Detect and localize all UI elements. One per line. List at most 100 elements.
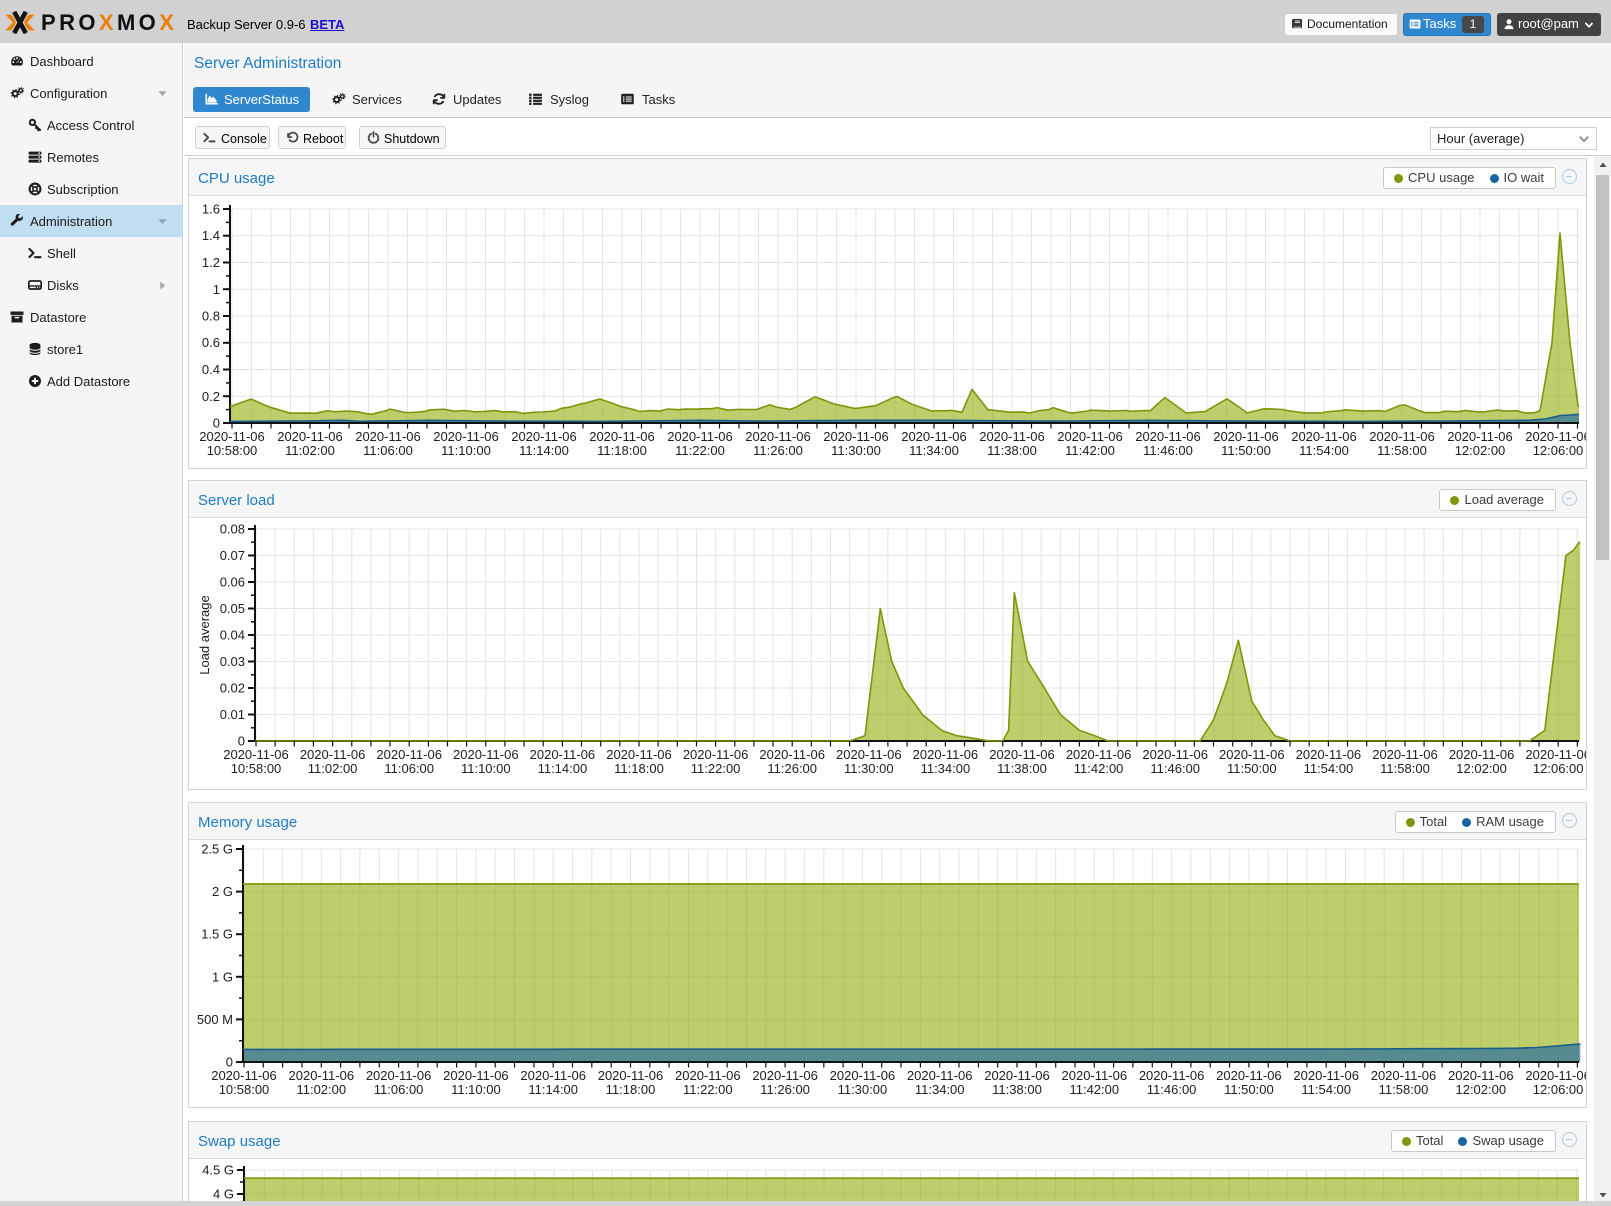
svg-text:11:14:00: 11:14:00	[528, 1082, 578, 1097]
svg-text:11:58:00: 11:58:00	[1379, 1082, 1429, 1097]
svg-text:2020-11-06: 2020-11-06	[683, 747, 749, 762]
svg-text:2020-11-06: 2020-11-06	[836, 747, 902, 762]
svg-text:11:26:00: 11:26:00	[753, 443, 803, 458]
svg-text:2020-11-06: 2020-11-06	[1291, 429, 1357, 444]
svg-text:11:42:00: 11:42:00	[1069, 1082, 1119, 1097]
svg-text:2020-11-06: 2020-11-06	[907, 1068, 973, 1083]
svg-text:11:26:00: 11:26:00	[767, 761, 817, 776]
svg-text:10:58:00: 10:58:00	[207, 443, 258, 458]
svg-text:2020-11-06: 2020-11-06	[1525, 1068, 1586, 1083]
svg-text:2020-11-06: 2020-11-06	[913, 747, 979, 762]
svg-text:2020-11-06: 2020-11-06	[1525, 747, 1586, 762]
svg-text:11:06:00: 11:06:00	[374, 1082, 424, 1097]
svg-text:11:54:00: 11:54:00	[1301, 1082, 1351, 1097]
svg-text:2020-11-06: 2020-11-06	[759, 747, 825, 762]
svg-text:11:18:00: 11:18:00	[614, 761, 664, 776]
svg-text:2.5 G: 2.5 G	[201, 842, 233, 857]
svg-text:2020-11-06: 2020-11-06	[530, 747, 596, 762]
svg-text:2020-11-06: 2020-11-06	[1213, 429, 1279, 444]
svg-text:2020-11-06: 2020-11-06	[1293, 1068, 1359, 1083]
svg-text:2020-11-06: 2020-11-06	[606, 747, 672, 762]
svg-text:2020-11-06: 2020-11-06	[1525, 429, 1586, 444]
svg-text:2020-11-06: 2020-11-06	[376, 747, 442, 762]
svg-text:2020-11-06: 2020-11-06	[199, 429, 265, 444]
svg-text:11:54:00: 11:54:00	[1304, 761, 1354, 776]
svg-text:10:58:00: 10:58:00	[231, 761, 282, 776]
svg-text:2020-11-06: 2020-11-06	[1062, 1068, 1128, 1083]
svg-text:11:26:00: 11:26:00	[760, 1082, 810, 1097]
svg-text:11:02:00: 11:02:00	[285, 443, 335, 458]
svg-text:11:30:00: 11:30:00	[831, 443, 881, 458]
svg-text:11:14:00: 11:14:00	[519, 443, 569, 458]
svg-text:11:42:00: 11:42:00	[1065, 443, 1115, 458]
svg-text:1.2: 1.2	[202, 255, 220, 270]
svg-text:2020-11-06: 2020-11-06	[277, 429, 343, 444]
svg-text:11:18:00: 11:18:00	[597, 443, 647, 458]
svg-text:1.4: 1.4	[202, 228, 220, 243]
svg-text:11:06:00: 11:06:00	[363, 443, 413, 458]
svg-text:0.07: 0.07	[220, 548, 245, 563]
svg-text:2020-11-06: 2020-11-06	[1219, 747, 1285, 762]
svg-text:2020-11-06: 2020-11-06	[355, 429, 421, 444]
svg-text:0.8: 0.8	[202, 309, 220, 324]
svg-text:11:42:00: 11:42:00	[1074, 761, 1124, 776]
svg-text:11:18:00: 11:18:00	[606, 1082, 656, 1097]
svg-text:2020-11-06: 2020-11-06	[1057, 429, 1123, 444]
svg-text:2020-11-06: 2020-11-06	[289, 1068, 355, 1083]
svg-text:11:50:00: 11:50:00	[1227, 761, 1277, 776]
svg-text:11:06:00: 11:06:00	[384, 761, 434, 776]
svg-text:11:30:00: 11:30:00	[844, 761, 894, 776]
svg-text:1: 1	[213, 282, 220, 297]
svg-text:0.03: 0.03	[220, 654, 245, 669]
svg-text:0: 0	[238, 734, 245, 749]
svg-text:12:02:00: 12:02:00	[1455, 443, 1506, 458]
svg-text:11:50:00: 11:50:00	[1221, 443, 1271, 458]
svg-text:2020-11-06: 2020-11-06	[1296, 747, 1362, 762]
svg-text:11:22:00: 11:22:00	[675, 443, 725, 458]
svg-text:2020-11-06: 2020-11-06	[366, 1068, 432, 1083]
svg-text:11:38:00: 11:38:00	[992, 1082, 1042, 1097]
svg-text:11:34:00: 11:34:00	[921, 761, 971, 776]
svg-text:11:14:00: 11:14:00	[538, 761, 588, 776]
svg-text:500 M: 500 M	[197, 1012, 233, 1027]
svg-text:11:38:00: 11:38:00	[987, 443, 1037, 458]
svg-text:11:10:00: 11:10:00	[441, 443, 491, 458]
svg-text:12:06:00: 12:06:00	[1533, 1082, 1584, 1097]
svg-text:2020-11-06: 2020-11-06	[1448, 1068, 1514, 1083]
svg-text:2020-11-06: 2020-11-06	[300, 747, 366, 762]
svg-text:11:46:00: 11:46:00	[1143, 443, 1193, 458]
svg-text:12:02:00: 12:02:00	[1455, 1082, 1506, 1097]
svg-text:2020-11-06: 2020-11-06	[598, 1068, 664, 1083]
svg-text:0.02: 0.02	[220, 681, 245, 696]
svg-text:0: 0	[226, 1055, 233, 1070]
svg-text:11:38:00: 11:38:00	[997, 761, 1047, 776]
svg-text:11:50:00: 11:50:00	[1224, 1082, 1274, 1097]
svg-text:11:02:00: 11:02:00	[296, 1082, 346, 1097]
svg-text:2020-11-06: 2020-11-06	[1066, 747, 1132, 762]
svg-text:2020-11-06: 2020-11-06	[211, 1068, 277, 1083]
svg-text:2020-11-06: 2020-11-06	[752, 1068, 818, 1083]
svg-text:0.01: 0.01	[220, 707, 245, 722]
svg-text:2020-11-06: 2020-11-06	[989, 747, 1055, 762]
svg-text:2020-11-06: 2020-11-06	[979, 429, 1045, 444]
svg-text:2020-11-06: 2020-11-06	[453, 747, 519, 762]
svg-text:2020-11-06: 2020-11-06	[511, 429, 577, 444]
svg-text:1.6: 1.6	[202, 202, 220, 217]
svg-text:2020-11-06: 2020-11-06	[433, 429, 499, 444]
svg-text:0: 0	[213, 416, 220, 431]
svg-text:2020-11-06: 2020-11-06	[1449, 747, 1515, 762]
svg-text:12:06:00: 12:06:00	[1533, 761, 1584, 776]
svg-text:2020-11-06: 2020-11-06	[823, 429, 889, 444]
svg-text:0.06: 0.06	[220, 575, 245, 590]
svg-text:0.6: 0.6	[202, 335, 220, 350]
svg-text:11:10:00: 11:10:00	[461, 761, 511, 776]
svg-text:11:10:00: 11:10:00	[451, 1082, 501, 1097]
svg-text:11:34:00: 11:34:00	[909, 443, 959, 458]
svg-text:11:02:00: 11:02:00	[308, 761, 358, 776]
svg-text:2020-11-06: 2020-11-06	[667, 429, 733, 444]
svg-text:2020-11-06: 2020-11-06	[901, 429, 967, 444]
svg-text:2020-11-06: 2020-11-06	[1371, 1068, 1437, 1083]
svg-text:2020-11-06: 2020-11-06	[589, 429, 655, 444]
svg-text:2020-11-06: 2020-11-06	[1142, 747, 1208, 762]
svg-text:0.2: 0.2	[202, 389, 220, 404]
